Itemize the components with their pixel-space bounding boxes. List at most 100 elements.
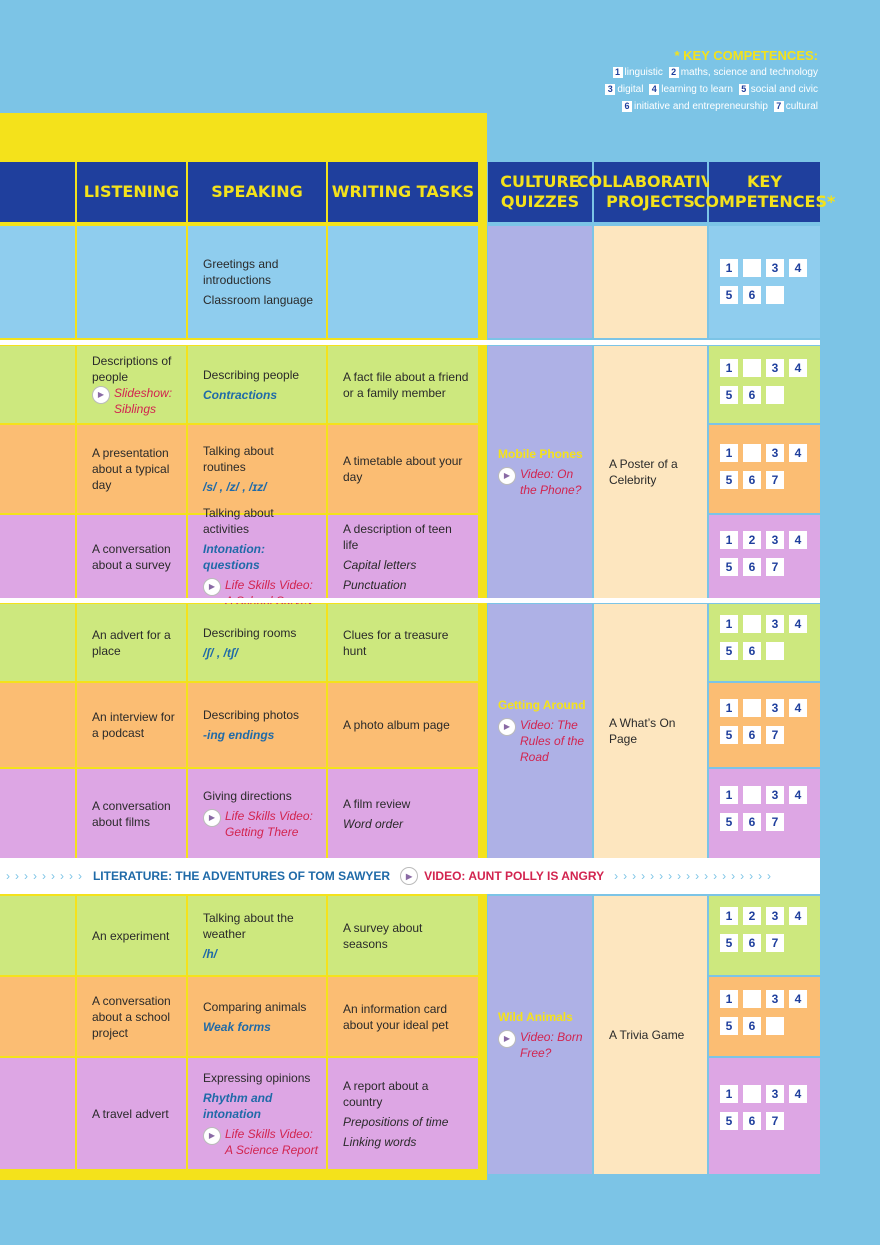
intro-blank — [0, 226, 75, 338]
competence-badge: 4 — [789, 907, 807, 925]
competence-badge: 7 — [766, 813, 784, 831]
competence-badge: 1 — [720, 699, 738, 717]
play-icon[interactable]: ▶ — [498, 718, 516, 736]
competence-badge: 4 — [789, 444, 807, 462]
speaking-cell: Talking about routines /s/ , /z/ , /ɪz/ — [188, 425, 326, 513]
listening-cell: A presentation about a typical day — [77, 425, 186, 513]
writing-cell: A film review Word order — [328, 769, 478, 858]
speaking-cell: Describing rooms /ʃ/ , /tʃ/ — [188, 604, 326, 681]
video-link[interactable]: ▶ Slideshow: Siblings — [92, 385, 178, 417]
play-icon[interactable]: ▶ — [498, 1030, 516, 1048]
row-stub — [0, 346, 75, 423]
video-label: Video: The Rules of the Road — [520, 718, 585, 764]
competence-badge: 6 — [743, 471, 761, 489]
key-cell: 1 3 4 5 6 — [709, 977, 820, 1056]
competence-badge: 3 — [766, 990, 784, 1008]
legend-label: maths, science and technology — [680, 67, 818, 78]
legend-row: 6 initiative and entrepreneurship 7 cultur… — [488, 101, 818, 112]
competence-badges: 1 3 4 5 6 7 — [720, 699, 820, 744]
row-stub — [0, 977, 75, 1056]
video-label: Life Skills Video: A Science Report — [225, 1126, 318, 1157]
competence-badge: 5 — [720, 471, 738, 489]
row-stub — [0, 515, 75, 598]
competence-badge: 5 — [720, 1017, 738, 1035]
legend-number: 4 — [649, 84, 660, 95]
speaking-text: Giving directions — [203, 788, 292, 803]
legend-number: 3 — [605, 84, 616, 95]
legend-label: linguistic — [624, 67, 663, 78]
competence-badge: 6 — [743, 813, 761, 831]
project-text: A Trivia Game — [609, 1028, 685, 1042]
legend-number: 6 — [621, 101, 632, 112]
listening-text: A presentation about a typical day — [92, 446, 170, 492]
competence-badge: 3 — [766, 444, 784, 462]
competence-badges: 1 3 4 5 6 7 — [720, 444, 820, 489]
play-icon[interactable]: ▶ — [203, 808, 221, 827]
play-icon[interactable]: ▶ — [203, 1126, 221, 1145]
culture-title: Wild Animals — [498, 1010, 573, 1024]
competence-badges: 1 2 3 4 5 6 7 — [720, 531, 820, 576]
play-icon[interactable]: ▶ — [400, 867, 419, 885]
listening-text: A conversation about a school project — [92, 993, 171, 1040]
video-link[interactable]: ▶ Video: The Rules of the Road — [498, 717, 586, 765]
writing-text: A survey about seasons — [343, 920, 423, 951]
video-link[interactable]: ▶ Life Skills Video: Getting There — [203, 808, 318, 840]
competence-badges: 1 2 3 4 5 6 7 — [720, 907, 820, 952]
competence-badge: 5 — [720, 1112, 738, 1130]
competence-badge: 5 — [720, 642, 738, 660]
speaking-text: Greetings and introductions — [203, 257, 279, 287]
competence-badge: 4 — [789, 615, 807, 633]
writing-text: Clues for a treasure hunt — [343, 627, 449, 658]
competence-badge: 2 — [743, 907, 761, 925]
key-cell: 1 3 4 5 6 — [709, 346, 820, 423]
competence-badge: 1 — [720, 786, 738, 804]
competence-badge: 3 — [766, 699, 784, 717]
row-stub — [0, 1058, 75, 1169]
competence-badge: 6 — [743, 642, 761, 660]
play-icon[interactable]: ▶ — [92, 385, 110, 404]
intro-speaking: Greetings and introductions Classroom la… — [188, 226, 326, 338]
writing-cell: A fact file about a friend or a family m… — [328, 346, 478, 423]
competence-badge: 6 — [743, 934, 761, 952]
competence-badge: 4 — [789, 359, 807, 377]
competence-badge: 2 — [743, 531, 761, 549]
listening-text: An advert for a place — [92, 627, 171, 658]
header-speaking: SPEAKING — [188, 162, 326, 222]
row-stub — [0, 769, 75, 858]
key-cell: 1 3 4 5 6 7 — [709, 1058, 820, 1174]
pronunciation-text: /h/ — [203, 946, 217, 961]
key-cell: 1 3 4 5 6 7 — [709, 769, 820, 858]
project-cell: A What’s On Page — [594, 604, 707, 858]
writing-cell: An information card about your ideal pet — [328, 977, 478, 1056]
video-link[interactable]: ▶ Life Skills Video: A Science Report — [203, 1126, 318, 1158]
header-writing: WRITING TASKS — [328, 162, 478, 222]
speaking-cell: Describing people Contractions — [188, 346, 326, 423]
competence-badge: 4 — [789, 259, 807, 277]
speaking-text: Describing rooms — [203, 625, 297, 640]
legend-label: cultural — [785, 101, 818, 112]
listening-cell: An experiment — [77, 896, 186, 975]
competence-badge: 1 — [720, 1085, 738, 1103]
competence-badge: 6 — [743, 286, 761, 304]
play-icon[interactable]: ▶ — [498, 467, 516, 485]
pronunciation-text: Rhythm and intonation — [203, 1090, 273, 1121]
writing-text: A report about a country — [343, 1078, 429, 1109]
intro-writing — [328, 226, 478, 338]
culture-cell: Getting Around ▶ Video: The Rules of the… — [488, 604, 592, 858]
video-link[interactable]: ▶ Video: Born Free? — [498, 1029, 586, 1061]
play-icon[interactable]: ▶ — [203, 577, 221, 596]
writing-cell: Clues for a treasure hunt — [328, 604, 478, 681]
literature-title: LITERATURE: THE ADVENTURES OF TOM SAWYER — [92, 869, 391, 883]
video-link[interactable]: ▶ Video: On the Phone? — [498, 466, 586, 498]
writing-text: A film review — [343, 796, 411, 811]
competence-badge: 7 — [766, 1112, 784, 1130]
literature-banner: ››››››››› LITERATURE: THE ADVENTURES OF … — [0, 858, 820, 894]
header-projects: COLLABORATIVE PROJECTS — [577, 162, 724, 222]
project-text: A What’s On Page — [609, 716, 676, 746]
competence-badge — [766, 386, 784, 404]
intro-key: 1 3 4 5 6 — [709, 226, 820, 338]
banner-video-title[interactable]: VIDEO: AUNT POLLY IS ANGRY — [424, 869, 605, 883]
competence-badge: 3 — [766, 1085, 784, 1103]
competence-badge: 7 — [766, 471, 784, 489]
listening-cell: A conversation about a school project — [77, 977, 186, 1056]
